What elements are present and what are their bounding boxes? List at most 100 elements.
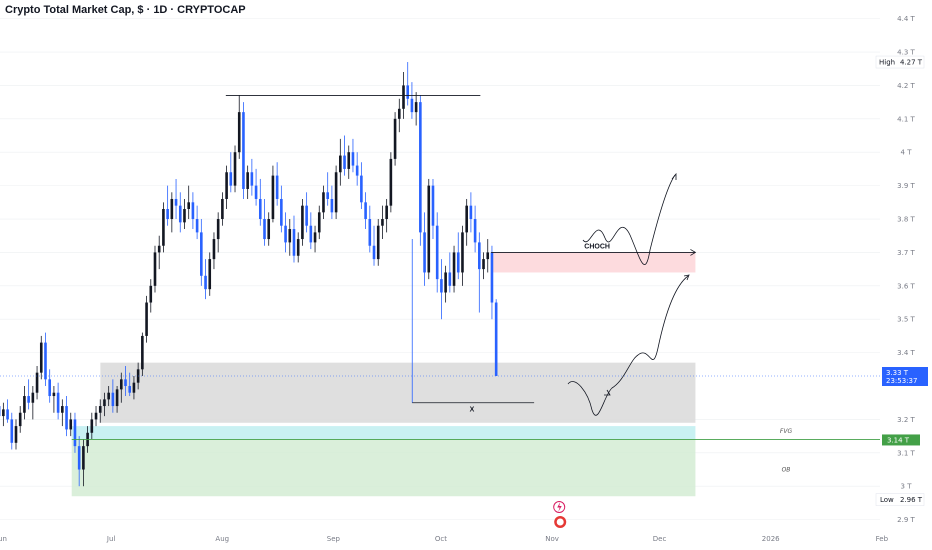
annotation-layer: CHOCH X FVG OB <box>0 95 880 528</box>
candle-body <box>153 252 157 286</box>
candle-body <box>10 419 14 443</box>
candle-body <box>107 392 110 400</box>
candle-body <box>284 225 287 243</box>
candle-body <box>494 302 498 376</box>
projection-arrow-lower <box>683 274 690 281</box>
candle-body <box>6 409 9 420</box>
candle-body <box>275 175 279 199</box>
current-price-badge[interactable] <box>882 367 928 386</box>
y-tick-label: 4.3 T <box>897 49 915 57</box>
y-tick-label: 3.1 T <box>897 449 915 457</box>
candle-body <box>23 396 26 413</box>
flag-icon-inner <box>556 518 564 526</box>
candle-body <box>35 372 39 393</box>
candle-body <box>77 446 81 470</box>
high-value: 4.27 T <box>900 59 923 67</box>
candle-body <box>229 172 233 186</box>
candle-body <box>490 252 494 303</box>
candle-body <box>61 406 64 413</box>
candle-body <box>141 335 144 370</box>
candle-body <box>465 205 468 233</box>
candle-body <box>478 242 481 270</box>
y-tick-label: 2.9 T <box>897 516 915 524</box>
candle-body <box>149 285 153 303</box>
ob-zone <box>71 439 696 497</box>
candle-body <box>339 155 342 173</box>
candle-body <box>435 225 439 280</box>
candle-body <box>334 172 338 213</box>
candle-body <box>94 412 98 420</box>
choch-label: CHOCH <box>584 243 610 250</box>
candle-body <box>170 198 174 220</box>
y-tick-label: 3.6 T <box>897 282 915 290</box>
candle-body <box>381 219 384 226</box>
candle-body <box>111 392 115 407</box>
candle-body <box>52 392 56 397</box>
candle-body <box>48 379 51 397</box>
y-tick-label: 3 T <box>901 483 913 491</box>
candle-body <box>351 152 355 166</box>
sweep-arrowhead <box>604 389 611 396</box>
candle-body <box>183 209 186 223</box>
candle-body <box>440 279 443 293</box>
candle-body <box>301 205 304 240</box>
candle-body <box>296 239 300 256</box>
y-tick-label: 4.1 T <box>897 115 915 123</box>
x-tick-label: Oct <box>435 535 447 543</box>
x-tick-label: 2026 <box>762 535 780 543</box>
candle-body <box>98 406 102 413</box>
candle-body <box>313 232 317 243</box>
candle-body <box>216 219 220 240</box>
candle-body <box>317 212 321 233</box>
fvg-level-value: 3.14 T <box>887 436 910 444</box>
x-tick-label: Jun <box>0 535 7 543</box>
countdown-text: 23:53:37 <box>886 377 917 385</box>
candle-body <box>263 219 266 240</box>
choch-arrowhead <box>690 249 697 256</box>
candle-body <box>322 192 325 213</box>
candle-body <box>115 389 119 407</box>
candle-body <box>288 229 292 243</box>
chart-title: Crypto Total Market Cap, $ · 1D · CRYPTO… <box>5 4 246 16</box>
time-axis[interactable]: Jun Jul Aug Sep Oct Nov Dec 2026 Feb <box>0 535 889 543</box>
supply-zone <box>491 252 696 273</box>
candle-body <box>254 185 258 199</box>
candle-body <box>372 245 376 260</box>
candle-body <box>330 198 334 213</box>
high-badge <box>875 55 925 69</box>
y-tick-label: 4.2 T <box>897 82 915 90</box>
candle-body <box>187 202 190 209</box>
candle-body <box>305 205 308 226</box>
ob-label: OB <box>782 467 791 474</box>
candle-body <box>280 198 283 226</box>
candle-body <box>389 158 393 206</box>
candle-body <box>456 252 460 273</box>
candle-body <box>212 239 216 260</box>
candle-body <box>393 118 397 159</box>
candle-body <box>119 379 123 390</box>
projection-arrow-upper <box>671 172 677 180</box>
candle-body <box>469 205 473 220</box>
y-tick-label: 3.9 T <box>897 182 915 190</box>
zones-layer <box>71 252 696 497</box>
candle-body <box>376 225 380 260</box>
candle-body <box>178 205 182 223</box>
demand-zone <box>100 362 696 423</box>
candle-body <box>191 202 195 220</box>
y-tick-label: 3.4 T <box>897 349 915 357</box>
candle-body <box>69 419 73 430</box>
candle-body <box>246 172 249 189</box>
candle-body <box>132 382 136 393</box>
candle-body <box>271 175 275 220</box>
candle-body <box>166 209 169 220</box>
x-tick-label: Aug <box>215 535 229 543</box>
candle-body <box>237 112 241 153</box>
candle-body <box>397 108 401 119</box>
current-price-value: 3.33 T <box>886 369 909 377</box>
price-axis[interactable]: 4.4 T 4.3 T 4.2 T 4.1 T 4 T 3.9 T 3.8 T 3.7 T 3.… <box>875 15 928 524</box>
candle-body <box>473 219 477 243</box>
candle-body <box>162 209 165 246</box>
fvg-level-badge[interactable] <box>882 434 920 446</box>
candle-body <box>385 205 388 220</box>
